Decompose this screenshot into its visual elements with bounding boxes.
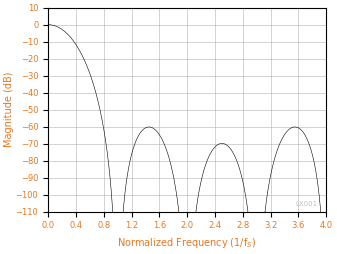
Y-axis label: Magnitude (dB): Magnitude (dB) bbox=[4, 72, 14, 147]
Text: LX001: LX001 bbox=[296, 201, 318, 208]
X-axis label: Normalized Frequency (1/f$_S$): Normalized Frequency (1/f$_S$) bbox=[118, 236, 257, 250]
